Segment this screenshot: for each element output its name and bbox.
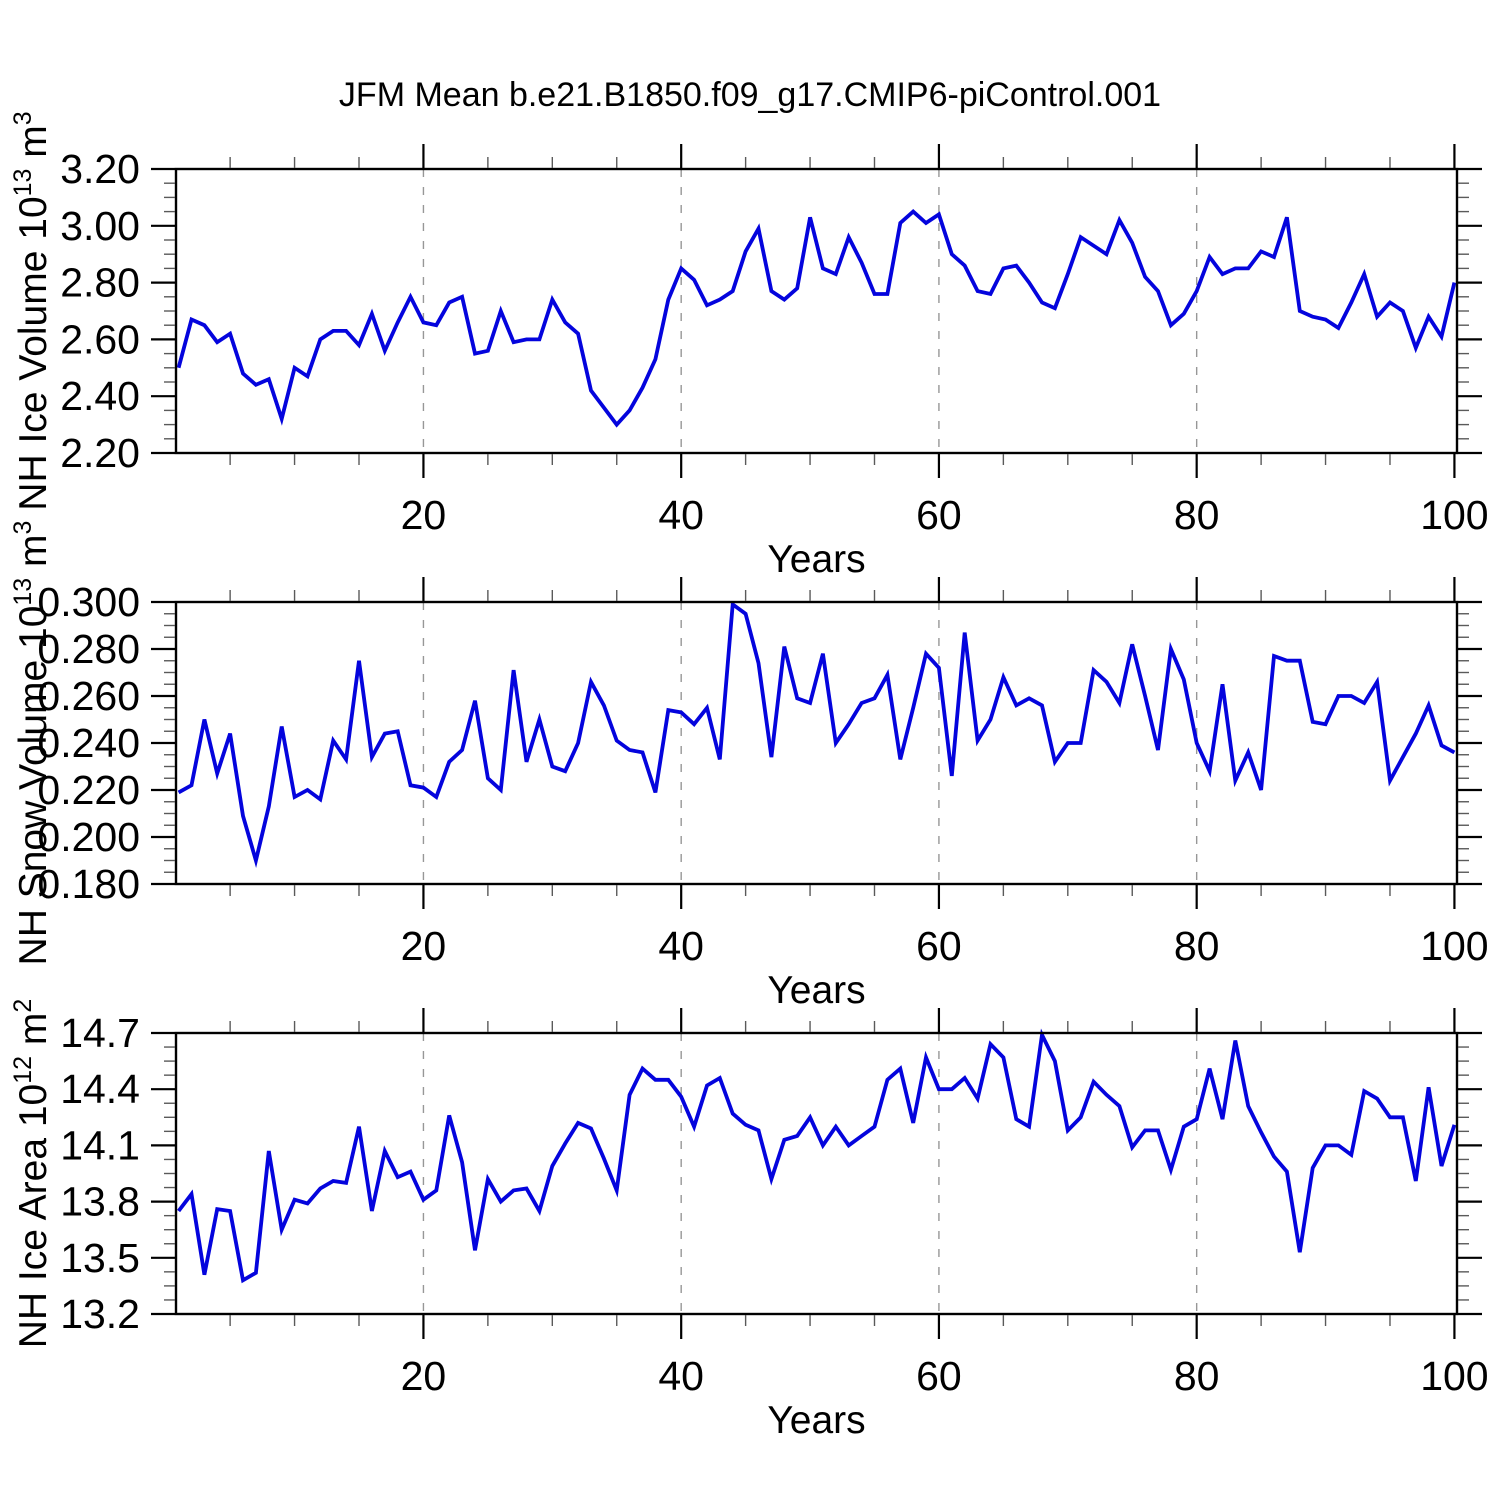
nh-snow-volume-y-tick-label: 0.240 [37, 720, 140, 766]
nh-ice-area-x-tick-label: 60 [916, 1353, 962, 1399]
nh-ice-area-plot-border [174, 1031, 1459, 1316]
nh-ice-volume-x-tick-label: 100 [1420, 492, 1488, 538]
nh-ice-volume-x-tick-label: 20 [401, 492, 447, 538]
nh-ice-area-x-tick-label: 80 [1174, 1353, 1220, 1399]
nh-ice-volume-y-tick-label: 3.00 [60, 203, 140, 249]
nh-snow-volume-ticks [151, 577, 1482, 909]
nh-ice-volume-y-axis-title: NH Ice Volume 1013 m3 [9, 111, 55, 510]
nh-ice-volume-y-tick-label: 2.20 [60, 430, 140, 476]
nh-snow-volume-x-tick-label: 60 [916, 923, 962, 969]
nh-ice-volume-x-tick-label: 40 [658, 492, 704, 538]
nh-snow-volume-x-tick-label: 100 [1420, 923, 1488, 969]
nh-snow-volume-y-tick-label: 0.280 [37, 626, 140, 672]
nh-snow-volume-x-tick-label: 20 [401, 923, 447, 969]
nh-ice-area-y-tick-label: 13.8 [60, 1179, 140, 1225]
nh-ice-area-y-tick-label: 13.5 [60, 1235, 140, 1281]
nh-snow-volume-x-tick-label: 80 [1174, 923, 1220, 969]
nh-ice-area-x-tick-label: 40 [658, 1353, 704, 1399]
nh-ice-volume-x-axis-title: Years [767, 538, 865, 581]
nh-snow-volume-x-tick-label: 40 [658, 923, 704, 969]
nh-ice-volume-ticks [151, 144, 1482, 478]
nh-ice-volume-x-tick-label: 80 [1174, 492, 1220, 538]
nh-ice-volume-y-tick-label: 2.80 [60, 260, 140, 306]
nh-ice-volume-x-tick-label: 60 [916, 492, 962, 538]
panel-nh-ice-volume: 20 40 60 80 100 2.20 2.40 2.60 2.80 3.00 3.20 Years… [9, 111, 1489, 581]
nh-snow-volume-y-tick-label: 0.220 [37, 767, 140, 813]
panel-nh-ice-area: 20 40 60 80 100 13.2 13.5 13.8 14.1 14.4 14.7 Years… [9, 999, 1489, 1442]
nh-ice-volume-series-line [176, 209, 1457, 428]
chart-title: JFM Mean b.e21.B1850.f09_g17.CMIP6-piCon… [338, 76, 1162, 114]
nh-ice-area-series-line [177, 1028, 1457, 1284]
nh-ice-area-x-tick-label: 20 [401, 1353, 447, 1399]
nh-snow-volume-y-tick-label: 0.260 [37, 673, 140, 719]
nh-ice-area-ticks [151, 1008, 1482, 1339]
nh-snow-volume-plot-border [174, 600, 1459, 886]
nh-ice-volume-y-tick-label: 3.20 [60, 146, 140, 192]
nh-ice-area-x-axis-title: Years [767, 1399, 865, 1442]
nh-snow-volume-series-line [177, 600, 1456, 868]
nh-snow-volume-y-tick-label: 0.200 [37, 814, 140, 860]
nh-ice-area-y-axis-title: NH Ice Area 1012 m2 [9, 999, 55, 1349]
nh-ice-area-y-tick-label: 14.1 [60, 1122, 140, 1168]
nh-ice-area-y-tick-label: 13.2 [60, 1291, 140, 1337]
panel-nh-snow-volume: 20 40 60 80 100 0.1800.2000.2200.2400.2600.28… [9, 521, 1489, 1012]
nh-snow-volume-y-tick-label: 0.180 [37, 861, 140, 907]
nh-ice-volume-y-tick-label: 2.40 [60, 373, 140, 419]
nh-ice-area-x-tick-label: 100 [1420, 1353, 1488, 1399]
nh-ice-volume-plot-border [174, 167, 1459, 455]
nh-ice-area-y-tick-label: 14.4 [60, 1066, 140, 1112]
nh-snow-volume-x-axis-title: Years [767, 969, 865, 1012]
nh-ice-volume-y-tick-label: 2.60 [60, 316, 140, 362]
nh-snow-volume-y-axis-title: NH Snow Volume 1013 m3 [9, 521, 55, 966]
nh-ice-area-y-tick-label: 14.7 [60, 1010, 140, 1056]
nh-snow-volume-y-tick-label: 0.300 [37, 579, 140, 625]
